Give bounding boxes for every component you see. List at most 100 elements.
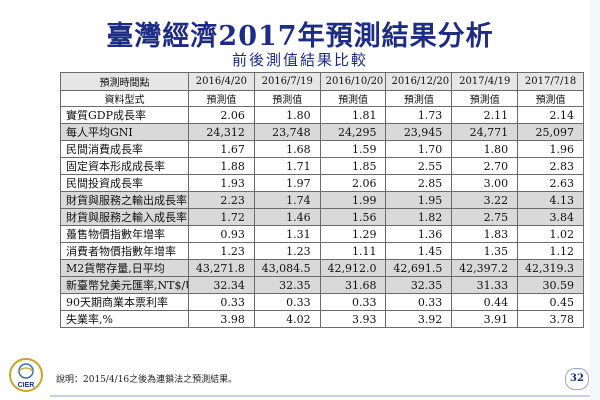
slide-title: 臺灣經濟2017年預測結果分析 bbox=[106, 21, 494, 52]
table-body: 預測時間點 2016/4/20 2016/7/19 2016/10/20 201… bbox=[60, 72, 584, 328]
value-cell: 32.35 bbox=[385, 276, 453, 294]
value-cell: 1.74 bbox=[253, 191, 321, 209]
row-label: 躉售物價指數年增率 bbox=[60, 225, 189, 243]
table-row: 實質GDP成長率 2.06 1.80 1.81 1.73 2.11 2.14 bbox=[60, 106, 584, 124]
value-cell: 0.44 bbox=[451, 293, 519, 311]
value-cell: 43,084.5 bbox=[253, 259, 321, 277]
value-cell: 3.78 bbox=[517, 310, 584, 328]
subheader-cell: 預測值 bbox=[385, 90, 453, 107]
row-label: 固定資本形成成長率 bbox=[60, 157, 189, 175]
row-label: 財貨與服務之輸出成長率 bbox=[60, 191, 189, 209]
value-cell: 0.33 bbox=[385, 293, 453, 311]
value-cell: 3.84 bbox=[517, 208, 584, 226]
value-cell: 32.34 bbox=[188, 276, 255, 294]
row-label: 每人平均GNI bbox=[60, 123, 189, 141]
table-row: 消費者物價指數年增率 1.23 1.23 1.11 1.45 1.35 1.12 bbox=[60, 242, 584, 260]
value-cell: 42,319.3 bbox=[517, 259, 584, 277]
table-row: M2貨幣存量,日平均 43,271.8 43,084.5 42,912.0 42,691… bbox=[60, 259, 584, 277]
value-cell: 2.63 bbox=[517, 174, 584, 192]
value-cell: 1.80 bbox=[253, 106, 321, 124]
value-cell: 1.95 bbox=[385, 191, 453, 209]
table-row: 失業率,% 3.98 4.02 3.93 3.92 3.91 3.78 bbox=[60, 310, 584, 328]
subheader-cell: 預測值 bbox=[253, 90, 321, 107]
header-cell: 預測時間點 bbox=[60, 72, 189, 91]
value-cell: 1.81 bbox=[319, 106, 387, 124]
value-cell: 2.55 bbox=[385, 157, 453, 175]
value-cell: 1.11 bbox=[319, 242, 387, 260]
forecast-comparison-table: 預測時間點 2016/4/20 2016/7/19 2016/10/20 201… bbox=[60, 72, 584, 328]
value-cell: 1.88 bbox=[188, 157, 255, 175]
value-cell: 25,097 bbox=[517, 123, 584, 141]
value-cell: 23,748 bbox=[253, 123, 321, 141]
cier-logo: CIER bbox=[9, 358, 43, 392]
value-cell: 1.96 bbox=[517, 140, 584, 158]
value-cell: 0.33 bbox=[319, 293, 387, 311]
value-cell: 32.35 bbox=[253, 276, 321, 294]
value-cell: 42,912.0 bbox=[319, 259, 387, 277]
value-cell: 1.99 bbox=[319, 191, 387, 209]
value-cell: 1.35 bbox=[451, 242, 519, 260]
row-label: 財貨與服務之輸入成長率 bbox=[60, 208, 189, 226]
value-cell: 3.91 bbox=[451, 310, 519, 328]
row-label: 消費者物價指數年增率 bbox=[60, 242, 189, 260]
value-cell: 3.00 bbox=[451, 174, 519, 192]
value-cell: 3.98 bbox=[188, 310, 255, 328]
value-cell: 1.73 bbox=[385, 106, 453, 124]
value-cell: 1.31 bbox=[253, 225, 321, 243]
value-cell: 2.85 bbox=[385, 174, 453, 192]
table-row: 躉售物價指數年增率 0.93 1.31 1.29 1.36 1.83 1.02 bbox=[60, 225, 584, 243]
table-row: 90天期商業本票利率 0.33 0.33 0.33 0.33 0.44 0.45 bbox=[60, 293, 584, 311]
value-cell: 0.33 bbox=[253, 293, 321, 311]
subheader-cell: 預測值 bbox=[319, 90, 387, 107]
header-cell: 2017/4/19 bbox=[451, 72, 519, 91]
row-label: 實質GDP成長率 bbox=[60, 106, 189, 124]
value-cell: 1.70 bbox=[385, 140, 453, 158]
value-cell: 1.29 bbox=[319, 225, 387, 243]
value-cell: 4.02 bbox=[253, 310, 321, 328]
value-cell: 1.83 bbox=[451, 225, 519, 243]
value-cell: 3.22 bbox=[451, 191, 519, 209]
value-cell: 23,945 bbox=[385, 123, 453, 141]
header-cell: 2017/7/18 bbox=[517, 72, 584, 91]
value-cell: 2.83 bbox=[517, 157, 584, 175]
value-cell: 1.72 bbox=[188, 208, 255, 226]
value-cell: 1.36 bbox=[385, 225, 453, 243]
row-label: 新臺幣兌美元匯率,NT$/US$ bbox=[60, 276, 189, 294]
subheader-cell: 預測值 bbox=[451, 90, 519, 107]
value-cell: 1.80 bbox=[451, 140, 519, 158]
table-row: 新臺幣兌美元匯率,NT$/US$32.3432.3531.6832.3531.3… bbox=[60, 276, 584, 294]
header-cell: 2016/12/20 bbox=[385, 72, 453, 91]
row-label: 民間消費成長率 bbox=[60, 140, 189, 158]
value-cell: 31.33 bbox=[451, 276, 519, 294]
slide-subtitle: 前後測值結果比較 bbox=[231, 51, 368, 69]
header-cell: 2016/4/20 bbox=[188, 72, 255, 91]
table-row: 民間投資成長率 1.93 1.97 2.06 2.85 3.00 2.63 bbox=[60, 174, 584, 192]
value-cell: 1.82 bbox=[385, 208, 453, 226]
value-cell: 1.02 bbox=[517, 225, 584, 243]
header-cell: 2016/7/19 bbox=[253, 72, 321, 91]
value-cell: 1.59 bbox=[319, 140, 387, 158]
bottom-divider bbox=[50, 395, 590, 397]
value-cell: 24,771 bbox=[451, 123, 519, 141]
footnote: 說明：2015/4/16之後為連鎖法之預測結果。 bbox=[56, 375, 238, 385]
value-cell: 1.46 bbox=[253, 208, 321, 226]
slide-edge-decoration bbox=[590, 0, 600, 400]
value-cell: 1.93 bbox=[188, 174, 255, 192]
value-cell: 2.70 bbox=[451, 157, 519, 175]
value-cell: 24,295 bbox=[319, 123, 387, 141]
value-cell: 1.67 bbox=[188, 140, 255, 158]
value-cell: 1.23 bbox=[253, 242, 321, 260]
value-cell: 2.06 bbox=[319, 174, 387, 192]
subheader-cell: 預測值 bbox=[188, 90, 255, 107]
value-cell: 42,397.2 bbox=[451, 259, 519, 277]
row-label: 90天期商業本票利率 bbox=[60, 293, 189, 311]
table-row: 民間消費成長率 1.67 1.68 1.59 1.70 1.80 1.96 bbox=[60, 140, 584, 158]
value-cell: 30.59 bbox=[517, 276, 584, 294]
value-cell: 3.92 bbox=[385, 310, 453, 328]
value-cell: 3.93 bbox=[319, 310, 387, 328]
value-cell: 42,691.5 bbox=[385, 259, 453, 277]
value-cell: 1.45 bbox=[385, 242, 453, 260]
value-cell: 1.23 bbox=[188, 242, 255, 260]
header-cell: 2016/10/20 bbox=[319, 72, 387, 91]
